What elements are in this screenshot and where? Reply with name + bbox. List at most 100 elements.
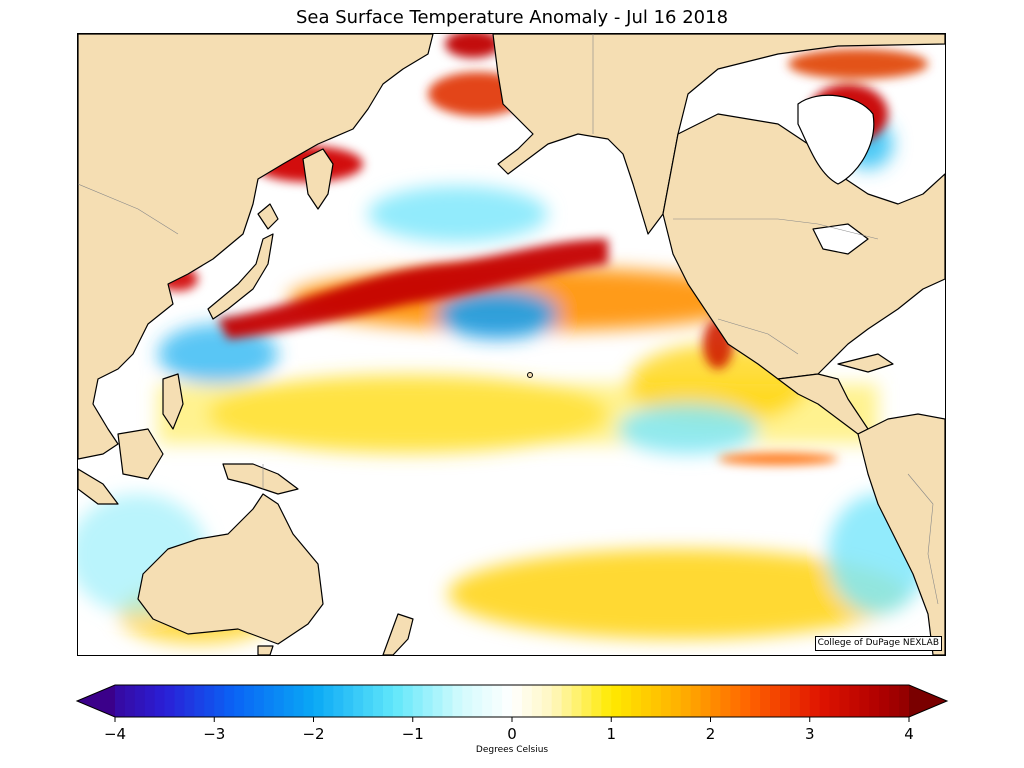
colorbar-swatch bbox=[333, 685, 344, 717]
land-north-america bbox=[662, 113, 945, 380]
anomaly-hot-baffin bbox=[788, 49, 928, 79]
colorbar-swatch bbox=[134, 685, 146, 717]
colorbar-tick-label: 0 bbox=[507, 725, 517, 743]
land-great-lakes bbox=[812, 223, 869, 255]
land-tasmania bbox=[257, 645, 274, 655]
colorbar-swatch bbox=[273, 685, 285, 717]
anomaly-hot-arctic bbox=[445, 34, 501, 58]
land-cuba bbox=[837, 353, 894, 373]
border-us-canada bbox=[673, 218, 879, 240]
colorbar-swatch bbox=[512, 685, 523, 717]
colorbar-swatch bbox=[422, 685, 434, 717]
colorbar-swatch bbox=[253, 685, 265, 717]
colorbar-label: Degrees Celsius bbox=[475, 745, 549, 755]
colorbar-swatch bbox=[670, 685, 682, 717]
colorbar-swatch bbox=[392, 685, 404, 717]
colorbar-swatch bbox=[502, 685, 513, 717]
colorbar-swatch bbox=[601, 685, 612, 717]
colorbar-swatch bbox=[779, 685, 791, 717]
colorbar-swatch bbox=[819, 685, 831, 717]
colorbar-swatch bbox=[224, 685, 235, 717]
border-us-mexico bbox=[717, 318, 799, 355]
land-south-america bbox=[857, 413, 945, 655]
colorbar-swatch bbox=[809, 685, 821, 717]
anomaly-cool-central bbox=[438, 289, 558, 339]
colorbar-tick-label: −2 bbox=[302, 725, 324, 743]
colorbar-swatch bbox=[382, 685, 394, 717]
colorbar-canvas: −4 −3 −2 −1 0 1 2 3 4 bbox=[75, 684, 949, 743]
colorbar-swatch bbox=[184, 685, 195, 717]
land-asia bbox=[78, 34, 434, 460]
colorbar-swatch bbox=[531, 685, 543, 717]
colorbar-tick-label: −4 bbox=[104, 725, 126, 743]
colorbar-tick-label: −3 bbox=[203, 725, 225, 743]
colorbar-swatch bbox=[492, 685, 503, 717]
land-borneo bbox=[117, 428, 164, 480]
colorbar-swatch bbox=[521, 685, 533, 717]
land-kamchatka bbox=[302, 148, 334, 210]
colorbar-swatch bbox=[591, 685, 602, 717]
colorbar-swatch bbox=[869, 685, 880, 717]
sst-anomaly-map: College of DuPage NEXLAB bbox=[77, 33, 946, 656]
colorbar-swatch bbox=[740, 685, 751, 717]
colorbar-swatch bbox=[234, 685, 245, 717]
credit-label: College of DuPage NEXLAB bbox=[814, 636, 942, 651]
colorbar-swatch bbox=[442, 685, 454, 717]
colorbar-swatch bbox=[452, 685, 463, 717]
land-sumatra bbox=[78, 468, 119, 505]
colorbar-swatch bbox=[789, 685, 801, 717]
colorbar-swatch bbox=[571, 685, 583, 717]
colorbar-swatch bbox=[343, 685, 354, 717]
colorbar-swatch bbox=[482, 685, 493, 717]
colorbar-swatch bbox=[144, 685, 156, 717]
colorbar-tick-label: 1 bbox=[606, 725, 616, 743]
colorbar-swatch bbox=[770, 685, 781, 717]
colorbar-swatch bbox=[283, 685, 295, 717]
colorbar-swatch bbox=[690, 685, 702, 717]
anomaly-cool-west bbox=[158, 324, 278, 384]
anomaly-cool-north bbox=[368, 186, 548, 242]
colorbar-tick-label: 2 bbox=[706, 725, 716, 743]
colorbar-swatch bbox=[680, 685, 692, 717]
colorbar-swatch bbox=[194, 685, 205, 717]
colorbar-swatch bbox=[174, 685, 186, 717]
land-masses bbox=[78, 34, 945, 655]
border-south-america bbox=[907, 473, 939, 605]
colorbar-swatch bbox=[641, 685, 652, 717]
colorbar-swatch bbox=[839, 685, 851, 717]
colorbar-extend-high bbox=[909, 685, 947, 717]
colorbar-swatch bbox=[115, 685, 126, 717]
colorbar-swatch bbox=[581, 685, 592, 717]
colorbar-swatch bbox=[799, 685, 811, 717]
colorbar-swatch bbox=[700, 685, 712, 717]
border-china bbox=[78, 183, 179, 235]
colorbar-swatch bbox=[660, 685, 672, 717]
land-philippines bbox=[162, 373, 184, 430]
colorbar-swatch bbox=[293, 685, 305, 717]
colorbar-swatch bbox=[432, 685, 444, 717]
land-japan-hokkaido bbox=[257, 203, 279, 230]
colorbar-swatch bbox=[412, 685, 424, 717]
colorbar-swatch bbox=[750, 685, 761, 717]
land-japan-honshu bbox=[207, 233, 274, 320]
colorbar-swatch bbox=[124, 685, 136, 717]
colorbar-swatch bbox=[631, 685, 642, 717]
colorbar-swatch bbox=[760, 685, 771, 717]
land-australia bbox=[137, 493, 324, 645]
colorbar-swatch bbox=[650, 685, 662, 717]
anomaly-warm-south bbox=[448, 549, 908, 639]
colorbar-swatch bbox=[244, 685, 255, 717]
colorbar-swatch bbox=[720, 685, 731, 717]
colorbar-swatch bbox=[353, 685, 364, 717]
colorbar-swatch bbox=[889, 685, 900, 717]
colorbar-swatch bbox=[323, 685, 334, 717]
colorbar-swatch bbox=[541, 685, 553, 717]
colorbar-swatch bbox=[849, 685, 860, 717]
colorbar-swatch bbox=[164, 685, 176, 717]
anomaly-warm-mid bbox=[208, 374, 608, 454]
colorbar-swatch bbox=[214, 685, 225, 717]
land-new-zealand bbox=[382, 613, 414, 655]
colorbar-swatch bbox=[263, 685, 275, 717]
colorbar-swatch bbox=[303, 685, 315, 717]
colorbar-extend-low bbox=[77, 685, 115, 717]
